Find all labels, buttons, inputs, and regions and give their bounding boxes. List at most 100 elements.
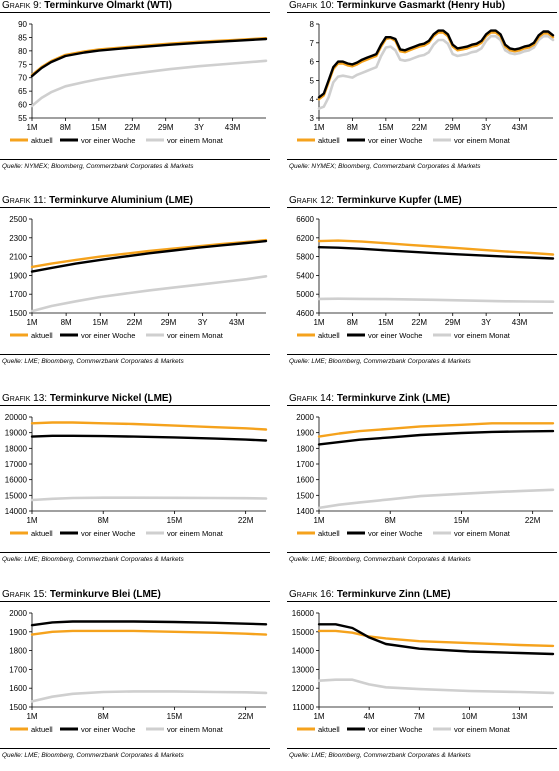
series-line-week <box>317 29 555 99</box>
chart-number: Grafik 11: <box>2 195 50 206</box>
y-tick-label: 8 <box>310 20 315 29</box>
y-tick-label: 6 <box>310 58 315 67</box>
y-tick-label: 12000 <box>292 684 315 693</box>
source-note: Quelle: LME; Bloomberg, Commerzbank Corp… <box>2 752 184 759</box>
y-tick-label: 65 <box>18 87 27 96</box>
legend-label-month: vor einem Monat <box>167 725 224 734</box>
series-line-current <box>317 629 555 648</box>
chart-title-text: Terminkurve Ölmarkt (WTI) <box>44 0 172 11</box>
chart-title-text: Terminkurve Aluminium (LME) <box>49 195 194 206</box>
chart-title: Grafik 9: Terminkurve Ölmarkt (WTI) <box>2 0 172 11</box>
y-tick-label: 1900 <box>9 628 27 637</box>
y-tick-label: 1600 <box>9 684 27 693</box>
chart-number: Grafik 16: <box>289 589 337 600</box>
x-tick-label: 43M <box>512 318 528 327</box>
x-tick-label: 15M <box>454 516 470 525</box>
x-tick-label: 8M <box>98 712 109 721</box>
legend-label-month: vor einem Monat <box>167 136 224 145</box>
series-line-current <box>317 422 555 438</box>
x-tick-label: 1M <box>313 712 324 721</box>
source-note: Quelle: LME; Bloomberg, Commerzbank Corp… <box>289 752 471 759</box>
bottom-rule <box>287 748 557 749</box>
chart-panel: Grafik 15: Terminkurve Blei (LME) 1500 160… <box>0 589 270 771</box>
bottom-rule <box>0 748 270 749</box>
chart-panel: Grafik 13: Terminkurve Nickel (LME) 14000… <box>0 393 270 575</box>
chart-title: Grafik 10: Terminkurve Gasmarkt (Henry H… <box>289 0 505 11</box>
x-tick-label: 15M <box>167 516 183 525</box>
legend-label-week: vor einer Woche <box>368 331 422 340</box>
series-line-month <box>30 275 268 313</box>
x-tick-label: 1M <box>26 318 37 327</box>
series-line-current <box>317 239 555 256</box>
top-rule <box>287 12 557 13</box>
x-tick-label: 22M <box>125 123 141 132</box>
y-tick-label: 1900 <box>296 429 314 438</box>
chart-number: Grafik 9: <box>2 0 45 11</box>
x-tick-label: 8M <box>61 318 72 327</box>
x-tick-label: 8M <box>385 516 396 525</box>
y-tick-label: 1500 <box>296 491 314 500</box>
y-tick-label: 2500 <box>9 215 27 224</box>
chart-title: Grafik 12: Terminkurve Kupfer (LME) <box>289 195 462 206</box>
legend-label-current: aktuell <box>31 331 53 340</box>
x-tick-label: 22M <box>412 318 428 327</box>
x-tick-label: 22M <box>127 318 143 327</box>
series-line-week <box>317 623 555 656</box>
legend-label-week: vor einer Woche <box>81 136 135 145</box>
legend-label-week: vor einer Woche <box>81 529 135 538</box>
x-tick-label: 8M <box>347 123 358 132</box>
y-tick-label: 1700 <box>9 665 27 674</box>
x-tick-label: 43M <box>512 123 528 132</box>
y-tick-label: 1700 <box>296 460 314 469</box>
y-tick-label: 16000 <box>5 476 28 485</box>
source-note: Quelle: LME; Bloomberg, Commerzbank Corp… <box>2 358 184 365</box>
y-tick-label: 16000 <box>292 609 315 618</box>
chart-number: Grafik 10: <box>289 0 337 11</box>
chart-title-text: Terminkurve Zinn (LME) <box>336 589 451 600</box>
chart-number: Grafik 13: <box>2 393 50 404</box>
x-tick-label: 29M <box>161 318 177 327</box>
legend-label-week: vor einer Woche <box>368 136 422 145</box>
chart-number: Grafik 12: <box>289 195 337 206</box>
top-rule <box>0 405 270 406</box>
top-rule <box>0 601 270 602</box>
top-rule <box>287 601 557 602</box>
y-tick-label: 5800 <box>296 253 314 262</box>
source-note: Quelle: LME; Bloomberg, Commerzbank Corp… <box>289 556 471 563</box>
y-tick-label: 17000 <box>5 460 28 469</box>
y-tick-label: 1500 <box>9 309 27 318</box>
legend-label-week: vor einer Woche <box>81 331 135 340</box>
y-tick-label: 6600 <box>296 215 314 224</box>
legend-label-current: aktuell <box>31 136 53 145</box>
y-tick-label: 2000 <box>9 609 27 618</box>
line-chart: 1500 1600 1700 1800 1900 2000 1M 8M 15M 22M aktuel… <box>9 609 268 734</box>
legend-label-week: vor einer Woche <box>81 725 135 734</box>
chart-title-text: Terminkurve Zink (LME) <box>336 393 451 404</box>
x-tick-label: 15M <box>167 712 183 721</box>
x-tick-label: 1M <box>313 516 324 525</box>
chart-panel: Grafik 14: Terminkurve Zink (LME) 1400 150… <box>287 393 557 575</box>
legend-label-current: aktuell <box>31 529 53 538</box>
series-line-current <box>30 421 268 431</box>
y-tick-label: 4600 <box>296 309 314 318</box>
bottom-rule <box>0 159 270 160</box>
x-tick-label: 1M <box>26 712 37 721</box>
series-line-current <box>317 31 555 101</box>
y-tick-label: 90 <box>18 20 27 29</box>
chart-number: Grafik 14: <box>289 393 337 404</box>
y-tick-label: 70 <box>18 74 27 83</box>
legend-label-month: vor einem Monat <box>454 136 511 145</box>
source-note: Quelle: NYMEX; Bloomberg, Commerzbank Co… <box>289 163 481 170</box>
y-tick-label: 14000 <box>292 647 315 656</box>
series-line-week <box>317 429 555 446</box>
chart-title: Grafik 14: Terminkurve Zink (LME) <box>289 393 450 404</box>
chart-panel: Grafik 10: Terminkurve Gasmarkt (Henry H… <box>287 0 557 182</box>
x-tick-label: 15M <box>91 123 107 132</box>
legend-label-month: vor einem Monat <box>454 725 511 734</box>
y-tick-label: 2100 <box>9 253 27 262</box>
x-tick-label: 22M <box>238 516 254 525</box>
x-tick-label: 8M <box>347 318 358 327</box>
x-tick-label: 43M <box>225 123 241 132</box>
series-line-month <box>30 690 268 703</box>
top-rule <box>0 207 270 208</box>
